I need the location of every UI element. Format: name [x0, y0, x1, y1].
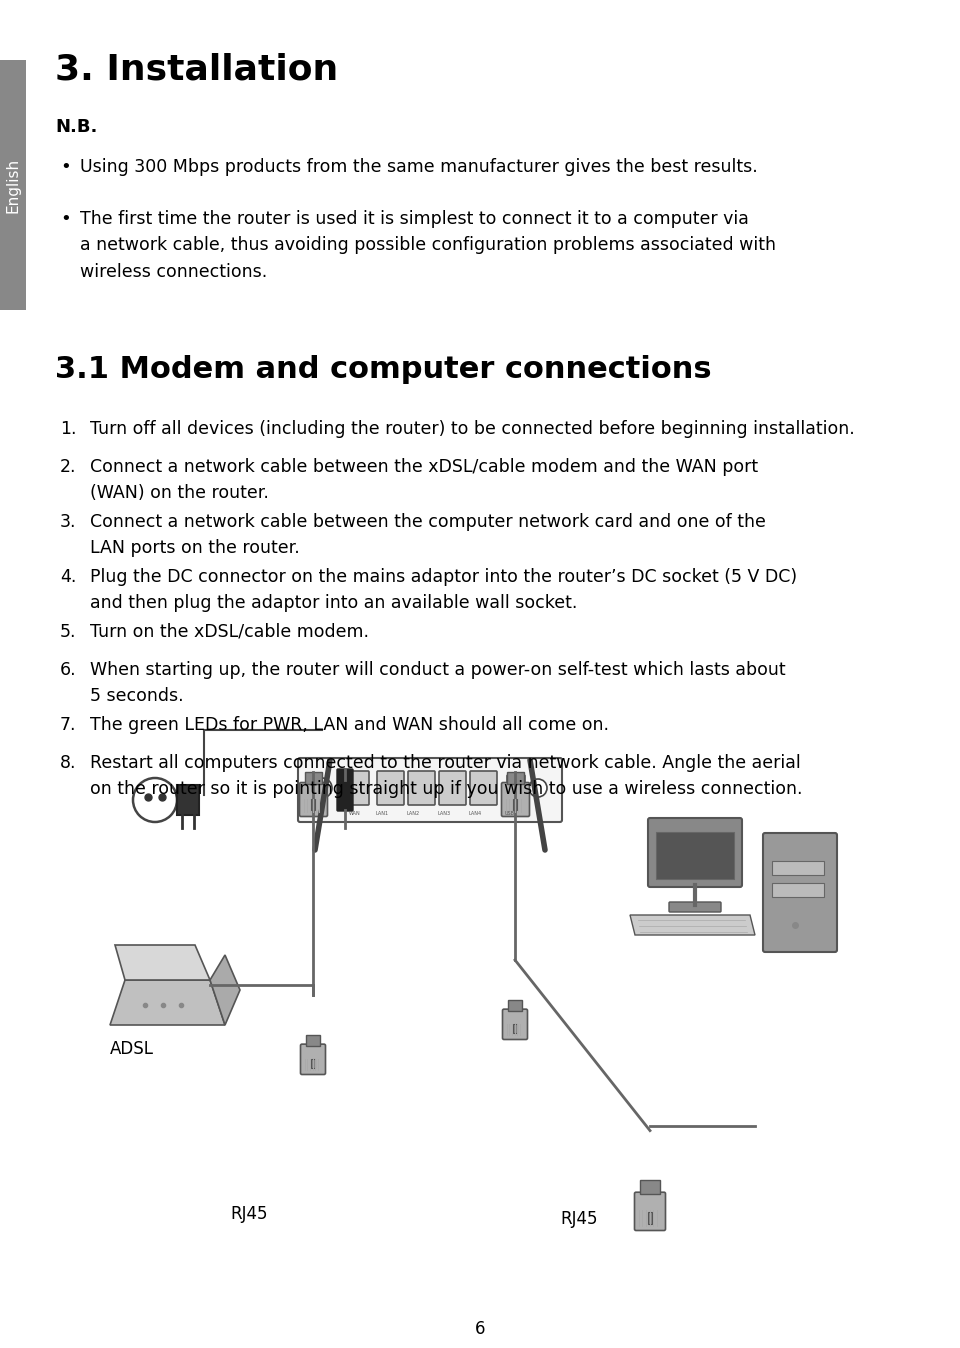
Text: 3.1 Modem and computer connections: 3.1 Modem and computer connections [55, 355, 711, 384]
Bar [513, 1023, 517, 1033]
Bar [0, 61, 26, 310]
Bar [305, 772, 322, 785]
Text: The green LEDs for PWR, LAN and WAN should all come on.: The green LEDs for PWR, LAN and WAN shou… [90, 716, 609, 735]
FancyBboxPatch shape [635, 1192, 665, 1231]
Text: 2.: 2. [60, 458, 77, 476]
Text: Turn on the xDSL/cable modem.: Turn on the xDSL/cable modem. [90, 623, 369, 642]
FancyBboxPatch shape [470, 771, 497, 805]
Polygon shape [110, 980, 225, 1024]
FancyBboxPatch shape [669, 902, 721, 913]
FancyBboxPatch shape [300, 1045, 325, 1074]
FancyBboxPatch shape [507, 775, 525, 801]
FancyBboxPatch shape [763, 833, 837, 952]
Text: LAN4: LAN4 [468, 811, 482, 816]
FancyBboxPatch shape [298, 758, 562, 822]
Text: •: • [60, 210, 71, 228]
Text: LAN2: LAN2 [406, 811, 420, 816]
Bar [640, 1180, 660, 1194]
Text: Connect a network cable between the computer network card and one of the
LAN por: Connect a network cable between the comp… [90, 514, 766, 557]
Bar [772, 883, 824, 896]
FancyBboxPatch shape [502, 1010, 527, 1039]
Text: LAN3: LAN3 [438, 811, 450, 816]
Text: WAN: WAN [349, 811, 361, 816]
Polygon shape [210, 954, 240, 1024]
FancyBboxPatch shape [408, 771, 435, 805]
Text: 3. Installation: 3. Installation [55, 53, 338, 86]
Text: RJ45: RJ45 [230, 1205, 268, 1223]
Text: Turn off all devices (including the router) to be connected before beginning ins: Turn off all devices (including the rout… [90, 421, 854, 438]
Bar [311, 799, 315, 810]
Bar [648, 1212, 652, 1224]
Text: N.B.: N.B. [55, 119, 97, 136]
Text: 7.: 7. [60, 716, 77, 735]
Text: 6.: 6. [60, 661, 77, 679]
Polygon shape [630, 915, 755, 936]
Circle shape [312, 778, 332, 798]
Bar [177, 785, 199, 816]
Text: 5.: 5. [60, 623, 77, 642]
Text: ADSL: ADSL [110, 1041, 154, 1058]
Text: English: English [6, 158, 20, 213]
Text: RJ45: RJ45 [560, 1211, 597, 1228]
Text: 8.: 8. [60, 754, 77, 772]
Text: 1.: 1. [60, 421, 77, 438]
Bar [306, 1035, 320, 1046]
Text: Plug the DC connector on the mains adaptor into the router’s DC socket (5 V DC)
: Plug the DC connector on the mains adapt… [90, 568, 797, 612]
Text: 4.: 4. [60, 568, 77, 586]
Bar [507, 772, 524, 785]
FancyBboxPatch shape [377, 771, 404, 805]
Text: Using 300 Mbps products from the same manufacturer gives the best results.: Using 300 Mbps products from the same ma… [80, 158, 757, 177]
Text: USB: USB [505, 811, 515, 816]
Text: When starting up, the router will conduct a power-on self-test which lasts about: When starting up, the router will conduc… [90, 661, 785, 705]
Text: 6: 6 [475, 1320, 485, 1339]
Circle shape [529, 779, 547, 797]
FancyBboxPatch shape [648, 818, 742, 887]
FancyBboxPatch shape [341, 771, 369, 805]
Text: Connect a network cable between the xDSL/cable modem and the WAN port
(WAN) on t: Connect a network cable between the xDSL… [90, 458, 758, 501]
Text: Restart all computers connected to the router via network cable. Angle the aeria: Restart all computers connected to the r… [90, 754, 803, 798]
Text: The first time the router is used it is simplest to connect it to a computer via: The first time the router is used it is … [80, 210, 776, 280]
Bar [311, 1058, 315, 1068]
FancyBboxPatch shape [300, 783, 327, 817]
FancyBboxPatch shape [501, 783, 530, 817]
Bar [656, 832, 734, 879]
Circle shape [133, 778, 177, 822]
Bar [513, 799, 517, 810]
Polygon shape [115, 945, 210, 980]
Text: LAN1: LAN1 [375, 811, 389, 816]
FancyBboxPatch shape [337, 768, 353, 811]
Text: 3.: 3. [60, 514, 77, 531]
FancyBboxPatch shape [439, 771, 466, 805]
Bar [772, 861, 824, 875]
Bar [508, 1000, 522, 1011]
Text: •: • [60, 158, 71, 177]
